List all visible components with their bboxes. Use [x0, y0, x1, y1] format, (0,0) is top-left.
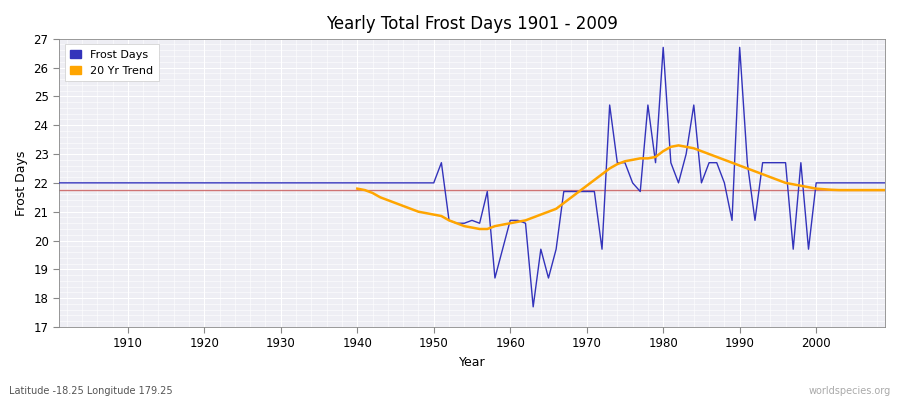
- Text: worldspecies.org: worldspecies.org: [809, 386, 891, 396]
- Text: Latitude -18.25 Longitude 179.25: Latitude -18.25 Longitude 179.25: [9, 386, 173, 396]
- Title: Yearly Total Frost Days 1901 - 2009: Yearly Total Frost Days 1901 - 2009: [326, 15, 618, 33]
- Y-axis label: Frost Days: Frost Days: [15, 150, 28, 216]
- X-axis label: Year: Year: [459, 356, 485, 369]
- Legend: Frost Days, 20 Yr Trend: Frost Days, 20 Yr Trend: [65, 44, 158, 81]
